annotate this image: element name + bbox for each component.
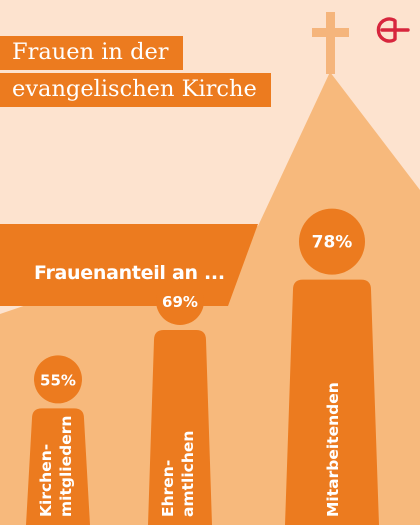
bar-head [34,355,82,404]
bar-head [299,208,365,275]
bar-head [156,277,204,325]
evangelical-cross-logo-icon [376,17,410,43]
bar-body [148,330,212,525]
chart-subtitle: Frauenanteil an ... [34,262,225,284]
data-label: 78% [312,233,353,253]
title-line-2: evangelischen Kirche [0,73,271,107]
title-line-1: Frauen in der [0,36,183,70]
category-label: Ehren-amtlichen [159,431,197,517]
bar-body [285,279,379,525]
chart-bars: 55% Kirchen-mitgliedern 69% Ehren-amtlichen… [26,208,379,525]
data-label: 69% [162,293,198,311]
category-label: Mitarbeitenden [324,382,342,517]
church-cross-icon [312,12,349,74]
category-label: Kirchen-mitgliedern [37,416,75,517]
data-label: 55% [40,371,76,389]
bar-body [26,408,90,525]
